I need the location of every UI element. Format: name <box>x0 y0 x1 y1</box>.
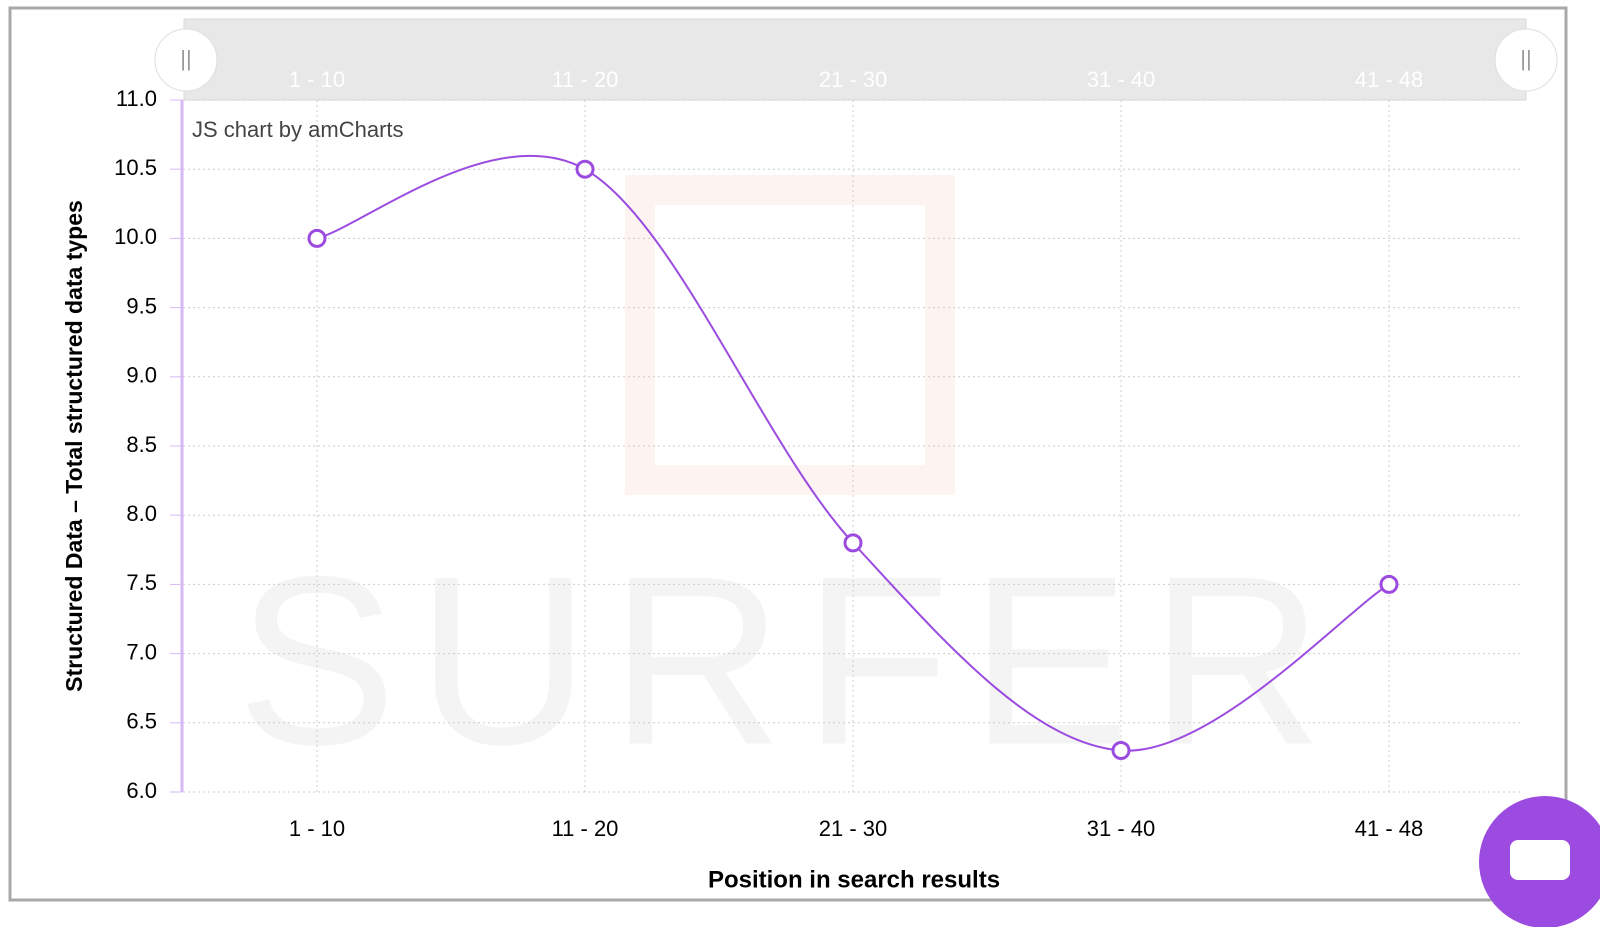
grid: 6.0 6.5 7.0 7.5 8.0 8.5 9.0 9.5 10.0 10.5 11.0 1 - … <box>114 86 1523 841</box>
point <box>1111 740 1131 760</box>
y-tick-label: 10.5 <box>114 155 157 180</box>
credit[interactable]: JS chart by amCharts <box>192 117 404 142</box>
grip-icon: || <box>180 46 191 71</box>
point <box>307 228 327 248</box>
scrollbar-grip-left[interactable] <box>154 28 218 92</box>
y-tick-label: 6.5 <box>126 709 157 734</box>
y-tick-label: 8.0 <box>126 501 157 526</box>
watermark-logo <box>625 175 955 495</box>
point <box>1379 574 1399 594</box>
point <box>575 159 595 179</box>
scrollbar-grip-right[interactable] <box>1494 28 1558 92</box>
scrollbar-labels: 1 - 10 11 - 20 21 - 30 31 - 40 41 - 48 <box>289 67 1423 92</box>
x-tick-label: 21 - 30 <box>819 816 888 841</box>
x-axis-title: Position in search results <box>708 866 1000 893</box>
y-tick-label: 7.5 <box>126 570 157 595</box>
point <box>843 533 863 553</box>
scrollbar-label: 21 - 30 <box>819 67 888 92</box>
y-tick-label: 7.0 <box>126 639 157 664</box>
y-tick-label: 8.5 <box>126 432 157 457</box>
chat-icon <box>1510 840 1570 880</box>
watermark: SURFER <box>237 526 1344 794</box>
y-axis-title: Structured Data – Total structured data … <box>61 200 87 692</box>
scrollbar-label: 41 - 48 <box>1355 67 1424 92</box>
x-tick-label: 41 - 48 <box>1355 816 1424 841</box>
y-tick-label: 10.0 <box>114 224 157 249</box>
plot <box>307 154 1399 760</box>
grip-icon: || <box>1520 46 1531 71</box>
x-tick-label: 11 - 20 <box>552 816 619 841</box>
y-tick-label: 9.0 <box>126 363 157 388</box>
scrollbar-label: 1 - 10 <box>289 67 345 92</box>
y-tick-label: 9.5 <box>126 293 157 318</box>
scrollbar-label: 31 - 40 <box>1087 67 1156 92</box>
x-tick-label: 31 - 40 <box>1087 816 1156 841</box>
y-tick-label: 6.0 <box>126 778 157 803</box>
x-tick-label: 1 - 10 <box>289 816 345 841</box>
scrollbar-label: 11 - 20 <box>552 67 619 92</box>
y-tick-label: 11.0 <box>116 86 157 111</box>
